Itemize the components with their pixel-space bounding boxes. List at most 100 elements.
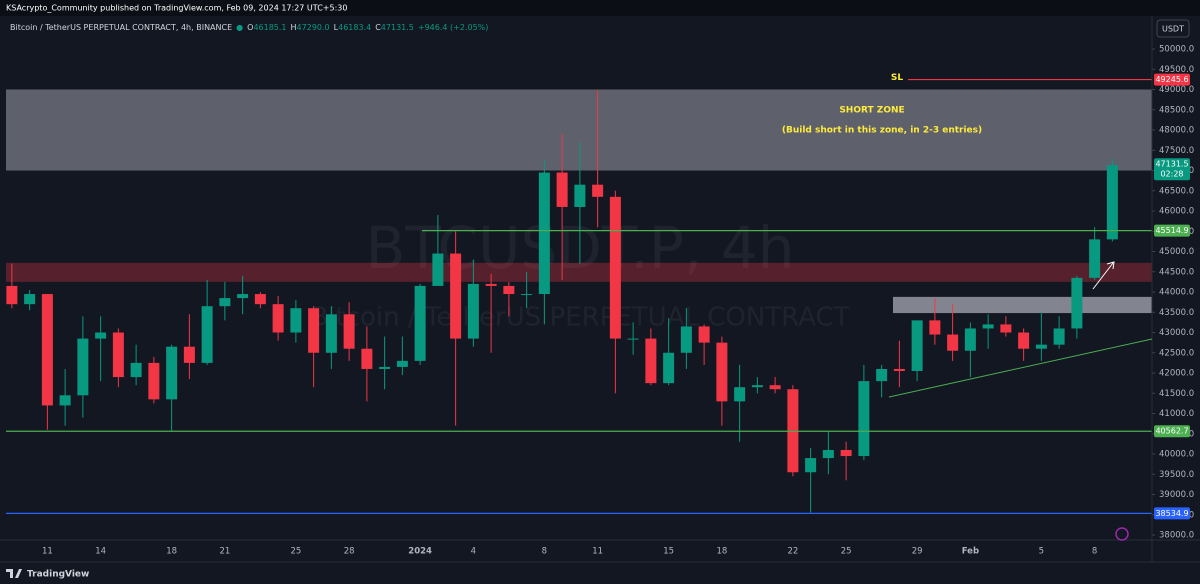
y-tick-label: 44000.0 [1159, 288, 1194, 298]
candle-body [450, 253, 462, 339]
x-tick-label: 18 [166, 547, 177, 557]
candle-body [396, 360, 408, 367]
candle-body [41, 294, 53, 406]
countdown: 02:28 [1160, 170, 1183, 179]
candle-body [822, 449, 834, 459]
y-tick-label: 45000.0 [1159, 247, 1194, 257]
symbol-legend: Bitcoin / TetherUS PERPETUAL CONTRACT, 4… [10, 23, 488, 32]
candle-body [1089, 239, 1101, 278]
legend-dot: ● [236, 23, 243, 32]
level-price: 38534.9 [1155, 509, 1188, 518]
candle-body [964, 328, 976, 351]
candle-body [716, 342, 728, 402]
y-tick-label: 41000.0 [1159, 409, 1194, 419]
y-tick-label: 49500.0 [1159, 65, 1194, 75]
candle-body [1035, 344, 1047, 349]
level-price-box [1154, 73, 1190, 86]
legend-value: 47290.0 [297, 23, 330, 32]
publisher: KSAcrypto_Community published on Trading… [6, 4, 347, 13]
candle-body [734, 387, 746, 402]
candle-body [982, 324, 994, 329]
candle-body [609, 196, 621, 339]
y-tick-label: 48000.0 [1159, 126, 1194, 136]
brand: TradingView [27, 570, 89, 580]
level-price-box [1154, 507, 1190, 520]
candle-body [95, 332, 107, 339]
legend-key: C [375, 23, 381, 32]
y-tick-label: 39500.0 [1159, 470, 1194, 480]
candle-body [219, 298, 231, 307]
x-tick-label: 11 [42, 547, 53, 557]
x-tick-label: Feb [962, 547, 979, 557]
y-tick-label: 39000.0 [1159, 490, 1194, 500]
zone [6, 262, 1152, 282]
logo [6, 569, 22, 578]
candle-body [840, 449, 852, 457]
candle-body [77, 338, 89, 396]
candle-body [680, 326, 692, 353]
zone-label: SHORT ZONE [839, 106, 904, 116]
candle-body [521, 294, 533, 296]
candle-body [361, 348, 373, 369]
candle-body [432, 253, 444, 286]
x-tick-label: 22 [787, 547, 798, 557]
x-tick-label: 8 [1092, 547, 1097, 557]
watermark-sub: Bitcoin / TetherUS PERPETUAL CONTRACT [310, 303, 849, 333]
candle-body [325, 314, 337, 353]
last-price-box [1154, 158, 1190, 181]
x-tick-label: 29 [912, 547, 923, 557]
candle-body [130, 362, 142, 378]
x-tick-label: 4 [471, 547, 476, 557]
legend-value: 46185.1 [253, 23, 286, 32]
x-tick-label: 5 [1039, 547, 1044, 557]
x-tick-label: 11 [592, 547, 603, 557]
candle-body [1053, 328, 1065, 345]
currency[interactable]: USDT [1162, 25, 1184, 34]
y-tick-label: 47500.0 [1159, 146, 1194, 156]
currency-button[interactable] [1156, 19, 1190, 38]
x-tick-label: 25 [841, 547, 852, 557]
candle-body [1071, 277, 1083, 329]
y-tick-label: 50000.0 [1159, 45, 1194, 55]
candle-body [769, 385, 781, 390]
candle-body [6, 285, 18, 305]
candle-body [254, 294, 266, 305]
level-price: 40562.7 [1155, 427, 1188, 436]
x-tick-label: 14 [95, 547, 106, 557]
candle-body [308, 308, 320, 353]
y-tick-label: 38000.0 [1159, 531, 1194, 541]
candle-body [947, 334, 959, 351]
y-tick-label: 40000.0 [1159, 450, 1194, 460]
candle-body [592, 184, 604, 197]
arrow [1092, 262, 1114, 290]
candle-body [183, 346, 195, 363]
x-tick-label: 15 [663, 547, 674, 557]
y-tick-label: 42500.0 [1159, 348, 1194, 358]
arrow-head [1106, 261, 1115, 270]
alert-icon[interactable] [1115, 527, 1129, 541]
symbol: Bitcoin / TetherUS PERPETUAL CONTRACT, 4… [10, 23, 232, 32]
legend-value: 46183.4 [338, 23, 371, 32]
candle-body [911, 320, 923, 371]
candle-body [876, 368, 888, 382]
candle-body [751, 385, 763, 388]
legend-key: L [334, 23, 339, 32]
candle-body [645, 338, 657, 384]
zone-note: (Build short in this zone, in 2-3 entrie… [782, 126, 982, 136]
candle-body [272, 304, 284, 333]
candle-body [503, 285, 515, 295]
legend-value: 47131.5 [381, 23, 414, 32]
candle-body [59, 395, 71, 406]
legend-key: O [247, 23, 253, 32]
x-tick-label: 21 [219, 547, 230, 557]
y-tick-label: 43000.0 [1159, 328, 1194, 338]
candle-body [574, 184, 586, 207]
zone [6, 89, 1152, 171]
candle-body [485, 283, 497, 286]
candle-body [627, 338, 639, 340]
candle-body [556, 172, 568, 207]
candle-body [290, 308, 302, 333]
